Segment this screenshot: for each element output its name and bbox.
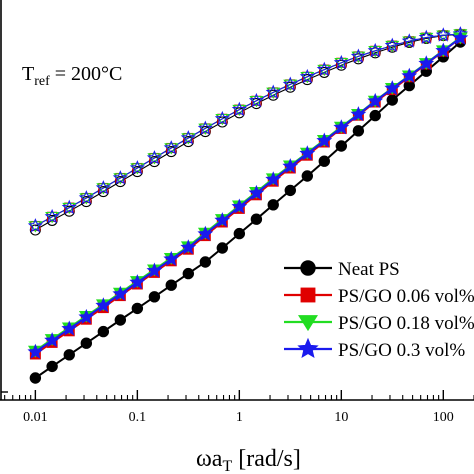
data-point-circle — [233, 227, 246, 240]
data-point-star — [333, 119, 350, 135]
legend-marker-star — [297, 337, 319, 359]
data-point-star — [95, 297, 112, 313]
data-point-circle — [97, 325, 110, 338]
open-point-star — [61, 199, 77, 215]
open-point-star — [95, 180, 111, 195]
data-point-star — [163, 250, 180, 266]
data-point-circle — [267, 199, 279, 211]
open-point-star — [163, 140, 179, 155]
data-point-circle — [148, 291, 161, 303]
data-point-star — [27, 343, 44, 359]
legend-marker-circle — [300, 260, 316, 276]
data-point-star — [180, 239, 197, 255]
open-point-star — [418, 29, 434, 45]
legend-label: PS/GO 0.06 vol% — [338, 286, 474, 307]
data-point-star — [265, 171, 282, 187]
open-point-star — [197, 120, 213, 135]
data-point-star — [61, 320, 78, 336]
data-point-circle — [165, 279, 177, 291]
data-point-star — [248, 184, 265, 200]
open-point-star — [367, 42, 383, 58]
data-point-star — [214, 212, 231, 228]
legend-label: PS/GO 0.18 vol% — [338, 313, 474, 334]
open-point-star — [44, 208, 60, 224]
open-point-star — [384, 37, 400, 53]
data-point-circle — [250, 213, 263, 225]
open-point-star — [146, 150, 162, 165]
open-point-star — [112, 170, 128, 185]
data-point-star — [282, 158, 299, 174]
x-major-ticks — [34, 390, 444, 400]
open-point-star — [265, 84, 281, 99]
reference-temperature-label: Tref = 200°C — [22, 63, 122, 89]
data-point-circle — [386, 94, 398, 106]
data-point-star — [112, 285, 129, 301]
data-point-circle — [318, 155, 331, 167]
data-point-circle — [46, 360, 58, 373]
data-point-star — [418, 55, 435, 71]
data-point-star — [146, 262, 163, 278]
open-point-star — [180, 130, 196, 145]
open-point-star — [214, 110, 230, 126]
x-axis-title: ωaT [rad/s] — [196, 446, 301, 474]
legend-label: Neat PS — [338, 259, 400, 280]
data-point-star — [44, 332, 61, 348]
x-tick-label: 0.01 — [23, 410, 48, 425]
data-point-star — [299, 145, 316, 161]
open-point-star — [282, 76, 298, 91]
data-point-circle — [199, 256, 212, 268]
data-point-circle — [335, 140, 348, 152]
data-point-circle — [63, 349, 75, 361]
data-point-circle — [301, 170, 314, 182]
x-tick-label: 1 — [236, 410, 243, 425]
filled-marker-curves — [27, 29, 469, 384]
data-point-circle — [131, 302, 144, 315]
x-tick-label: 10 — [334, 410, 348, 425]
data-point-star — [350, 106, 367, 122]
open-point-star — [231, 101, 247, 117]
data-point-circle — [369, 109, 381, 122]
open-point-star — [435, 27, 451, 42]
open-point-star — [129, 160, 145, 175]
open-point-star — [350, 48, 366, 63]
data-point-star — [231, 198, 248, 214]
open-point-star — [248, 92, 264, 108]
data-point-star — [367, 92, 384, 108]
legend-marker-square — [300, 287, 316, 303]
data-point-star — [78, 308, 95, 324]
data-point-star — [384, 80, 401, 96]
plot-axes — [0, 0, 474, 401]
data-point-star — [401, 67, 418, 83]
data-point-star — [316, 132, 333, 148]
data-point-circle — [80, 337, 93, 349]
data-point-circle — [352, 125, 365, 137]
open-point-star — [333, 54, 349, 70]
data-point-star — [129, 274, 146, 290]
data-point-circle — [114, 314, 127, 326]
x-minor-ticks — [4, 395, 474, 400]
open-point-star — [401, 33, 417, 48]
x-tick-label: 100 — [433, 410, 454, 425]
open-point-star — [316, 61, 332, 77]
legend-marker-triangle-down — [298, 315, 318, 332]
data-point-circle — [284, 184, 296, 197]
open-marker-curves — [27, 26, 468, 236]
open-point-star — [299, 68, 315, 84]
open-point-star — [27, 218, 43, 233]
legend: Neat PS PS/GO 0.06 vol% PS/GO 0.18 vol% PS/… — [284, 259, 474, 361]
x-tick-label: 0.1 — [129, 410, 147, 425]
data-point-star — [197, 225, 214, 241]
open-point-star — [78, 190, 94, 205]
legend-label: PS/GO 0.3 vol% — [338, 340, 465, 361]
x-tick-labels: 0.01 0.1 1 10 100 — [23, 410, 454, 425]
data-point-circle — [216, 242, 229, 254]
data-point-circle — [182, 267, 195, 280]
data-point-star — [452, 29, 469, 45]
data-point-star — [435, 42, 452, 58]
data-point-circle — [29, 372, 42, 384]
